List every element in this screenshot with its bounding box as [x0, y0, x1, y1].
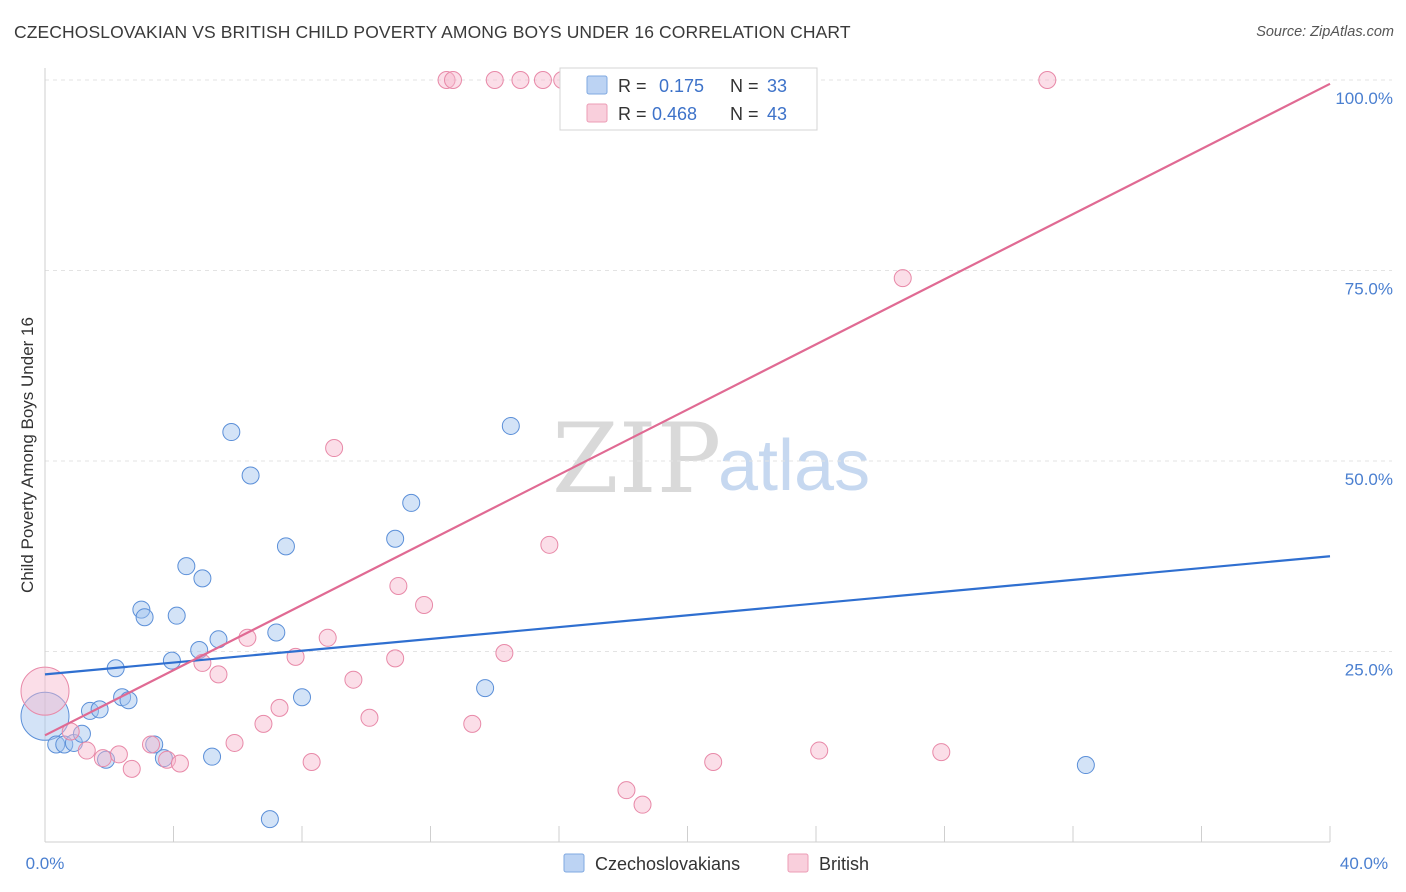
- british-point-25: [443, 71, 462, 89]
- british-point-3: [93, 749, 112, 768]
- british-point-9: [193, 653, 212, 672]
- czechoslovakians-point-23: [241, 466, 260, 485]
- czechoslovakians-points: [20, 416, 1095, 829]
- stats-n-value-0: 33: [767, 76, 787, 96]
- british-point-17: [318, 628, 337, 647]
- british-point-29: [511, 71, 530, 89]
- stats-n-label-0: N =: [730, 76, 759, 96]
- british-points: [20, 71, 1057, 814]
- legend-swatch-british: [787, 853, 809, 873]
- british-point-26: [463, 714, 482, 733]
- czechoslovakians-point-16: [167, 606, 186, 625]
- watermark-atlas: atlas: [718, 426, 870, 506]
- british-point-21: [386, 649, 405, 668]
- british-point-35: [633, 795, 652, 814]
- british-point-40: [1038, 71, 1057, 89]
- czechoslovakians-point-29: [402, 493, 421, 512]
- czechoslovakians-point-14: [154, 749, 173, 768]
- watermark-zip: ZIP: [552, 403, 721, 515]
- british-point-2: [77, 741, 96, 760]
- stats-r-value-1: 0.468: [652, 104, 697, 124]
- british-point-8: [170, 754, 189, 773]
- british-point-30: [533, 71, 552, 89]
- stats-r-label-1: R =: [618, 104, 647, 124]
- watermark: ZIP atlas: [552, 403, 870, 515]
- british-point-4: [109, 745, 128, 764]
- source-label: Source: ZipAtlas.com: [1256, 24, 1394, 40]
- british-point-13: [254, 714, 273, 733]
- x-tick-label-min: 0.0%: [26, 854, 65, 873]
- czechoslovakians-point-20: [203, 747, 222, 766]
- series-legend: Czechoslovakians British: [563, 853, 869, 874]
- chart-title: CZECHOSLOVAKIAN VS BRITISH CHILD POVERTY…: [14, 22, 851, 42]
- czechoslovakians-point-30: [476, 679, 495, 698]
- stats-swatch-czechoslovakians: [586, 75, 608, 95]
- british-point-20: [360, 708, 379, 727]
- czechoslovakians-point-15: [162, 651, 181, 670]
- british-point-24: [437, 71, 456, 89]
- british-point-14: [270, 698, 289, 717]
- y-tick-label-100: 100.0%: [1335, 89, 1393, 108]
- british-point-23: [415, 596, 434, 615]
- british-point-10: [209, 665, 228, 684]
- gridlines: [45, 79, 1392, 652]
- x-ticks: [173, 826, 1331, 842]
- y-tick-label-50: 50.0%: [1345, 470, 1393, 489]
- czechoslovakians-point-24: [260, 810, 279, 829]
- british-point-5: [122, 759, 141, 778]
- czechoslovakians-point-19: [193, 569, 212, 588]
- british-point-31: [540, 535, 559, 554]
- czechoslovakians-point-32: [1076, 756, 1095, 775]
- czechoslovakians-point-22: [222, 423, 241, 442]
- stats-swatch-british: [586, 103, 608, 123]
- british-point-22: [389, 576, 408, 595]
- czechoslovakians-point-27: [293, 688, 311, 707]
- czechoslovakians-point-25: [267, 623, 286, 642]
- legend-label-czechoslovakians: Czechoslovakians: [595, 854, 740, 874]
- x-tick-label-max: 40.0%: [1340, 854, 1388, 873]
- stats-r-label-0: R =: [618, 76, 647, 96]
- british-point-39: [932, 743, 951, 762]
- british-point-19: [344, 670, 363, 689]
- british-point-37: [810, 741, 829, 760]
- stats-r-value-0: 0.175: [659, 76, 704, 96]
- czechoslovakians-point-31: [501, 416, 520, 435]
- stats-n-label-1: N =: [730, 104, 759, 124]
- czechoslovakians-trendline: [44, 555, 1331, 676]
- trendlines: [44, 82, 1331, 737]
- british-point-34: [617, 781, 636, 800]
- czechoslovakians-point-4: [72, 724, 91, 743]
- british-point-11: [225, 733, 244, 752]
- british-point-18: [325, 439, 344, 458]
- y-tick-label-75: 75.0%: [1345, 280, 1393, 299]
- british-point-16: [302, 752, 321, 771]
- legend-swatch-czechoslovakians: [563, 853, 585, 873]
- british-point-38: [893, 269, 912, 288]
- british-trendline: [44, 82, 1331, 737]
- stats-legend: R = 0.175 N = 33 R = 0.468 N = 43: [559, 67, 818, 131]
- czechoslovakians-point-10: [119, 691, 138, 710]
- british-point-6: [142, 735, 161, 754]
- british-point-27: [485, 71, 504, 89]
- british-point-28: [495, 644, 514, 663]
- y-tick-label-25: 25.0%: [1345, 661, 1393, 680]
- czechoslovakians-point-17: [177, 557, 196, 576]
- y-tick-labels: 25.0% 50.0% 75.0% 100.0%: [1335, 89, 1393, 680]
- british-point-0: [20, 666, 70, 716]
- y-axis-label: Child Poverty Among Boys Under 16: [18, 317, 37, 593]
- czechoslovakians-point-28: [386, 529, 405, 548]
- czechoslovakians-point-12: [135, 608, 154, 627]
- legend-label-british: British: [819, 854, 869, 874]
- british-point-36: [704, 752, 723, 771]
- stats-n-value-1: 43: [767, 104, 787, 124]
- czechoslovakians-point-26: [276, 537, 295, 556]
